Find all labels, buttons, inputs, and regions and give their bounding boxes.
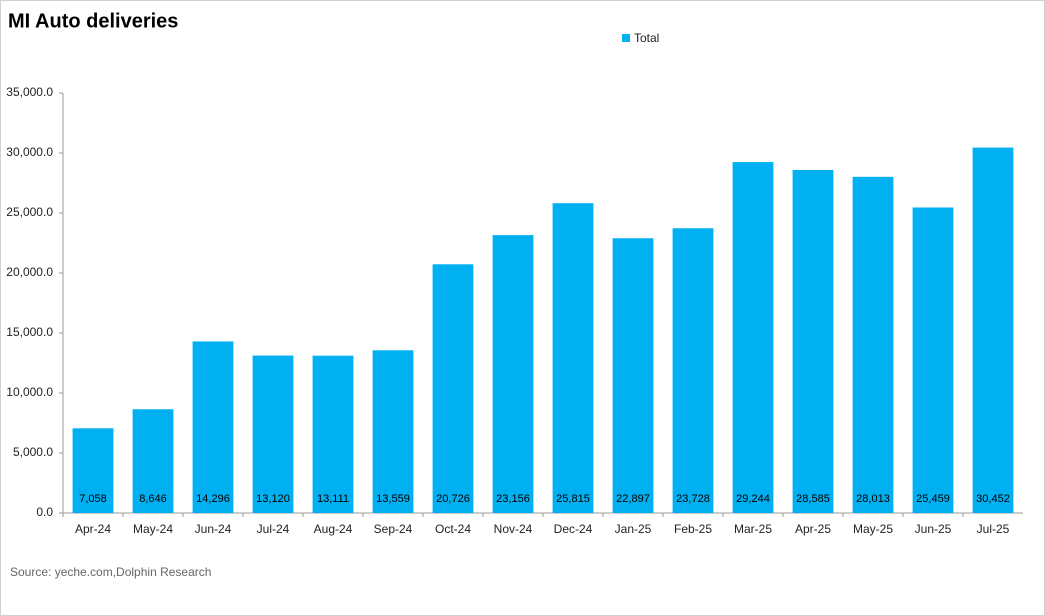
x-tick-label: Sep-24 [374,522,413,536]
data-label: 8,646 [139,493,167,505]
data-label: 22,897 [616,493,650,505]
x-tick-label: Apr-25 [795,522,831,536]
data-label: 20,726 [436,493,470,505]
y-tick-label: 30,000.0 [6,145,53,159]
x-tick-label: Oct-24 [435,522,471,536]
y-tick-label: 15,000.0 [6,325,53,339]
bar [792,169,834,514]
data-label: 29,244 [736,493,770,505]
bar [672,228,714,513]
bar [732,162,774,513]
bar [972,147,1014,514]
x-tick-label: Mar-25 [734,522,772,536]
data-label: 14,296 [196,493,230,505]
data-label: 30,452 [976,493,1010,505]
bar [912,207,954,513]
x-tick-label: Apr-24 [75,522,111,536]
data-label: 13,111 [317,493,349,505]
x-tick-label: May-25 [853,522,893,536]
y-tick-label: 5,000.0 [13,445,53,459]
x-tick-label: Jul-24 [257,522,290,536]
x-tick-label: Dec-24 [554,522,593,536]
bar [132,409,174,513]
data-label: 13,559 [376,493,410,505]
bar [612,238,654,513]
x-tick-label: Jun-25 [915,522,952,536]
data-label: 13,120 [256,493,290,505]
data-label: 7,058 [79,493,107,505]
y-tick-label: 0.0 [36,505,53,519]
legend-swatch [622,34,630,42]
data-label: 25,815 [556,493,590,505]
bar [552,203,594,513]
legend-label: Total [634,31,659,45]
x-tick-label: Feb-25 [674,522,712,536]
bar [432,264,474,513]
bar [72,428,114,513]
y-tick-label: 35,000.0 [6,85,53,99]
bar [252,355,294,513]
x-tick-label: Nov-24 [494,522,533,536]
y-tick-label: 25,000.0 [6,205,53,219]
bar [192,341,234,513]
x-tick-label: Jan-25 [615,522,652,536]
source-note: Source: yeche.com,Dolphin Research [10,565,211,579]
bar [852,176,894,513]
data-label: 23,728 [676,493,710,505]
x-tick-label: Jun-24 [195,522,232,536]
x-tick-label: May-24 [133,522,173,536]
x-tick-label: Jul-25 [977,522,1010,536]
y-tick-label: 20,000.0 [6,265,53,279]
data-label: 25,459 [916,493,950,505]
data-label: 28,585 [796,493,830,505]
bar [312,355,354,513]
x-tick-label: Aug-24 [314,522,353,536]
data-label: 28,013 [856,493,890,505]
bar [492,235,534,514]
bar [372,350,414,513]
y-tick-label: 10,000.0 [6,385,53,399]
data-label: 23,156 [496,493,530,505]
chart-title: MI Auto deliveries [8,10,178,32]
